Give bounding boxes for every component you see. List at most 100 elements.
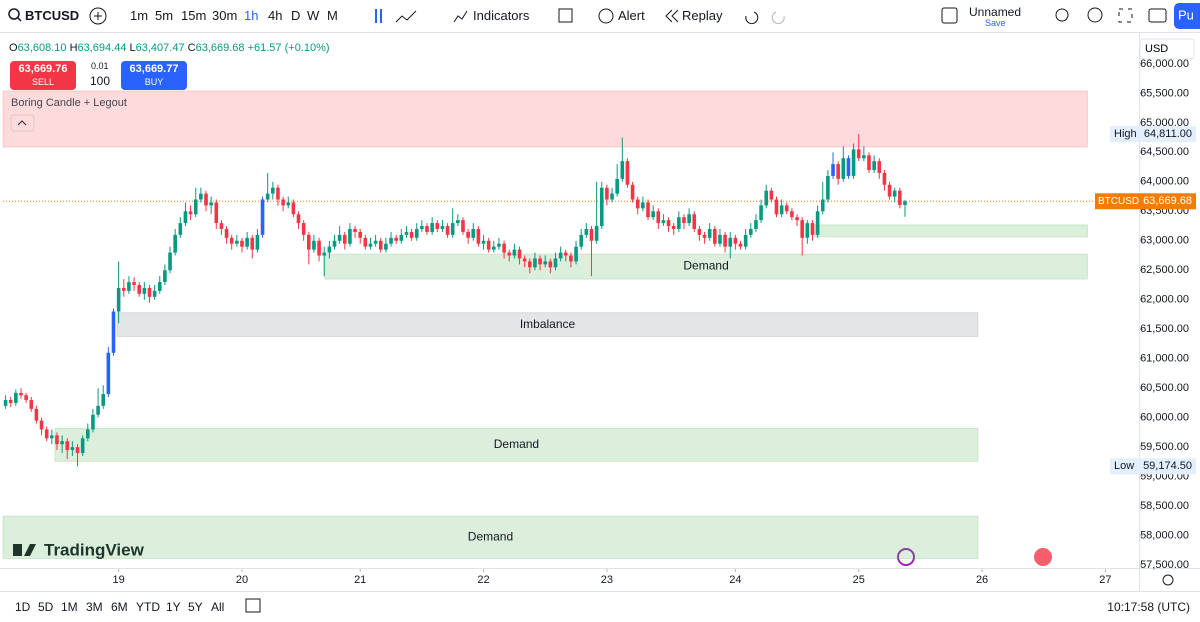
candle-body: [486, 240, 491, 250]
candle-body: [867, 155, 871, 171]
candle-body: [296, 214, 301, 224]
range-button[interactable]: 1Y: [166, 600, 181, 614]
candle-body: [327, 246, 332, 253]
candle-body: [24, 395, 28, 400]
candle-body: [435, 223, 440, 229]
indicators-button[interactable]: Indicators: [473, 8, 530, 23]
interval-button[interactable]: 1h: [244, 8, 259, 23]
settings-icon[interactable]: [1162, 574, 1174, 586]
y-tick-label: 62,500.00: [1140, 264, 1189, 276]
interval-button[interactable]: 15m: [181, 8, 207, 23]
range-button[interactable]: 3M: [86, 600, 103, 614]
interval-button[interactable]: 30m: [212, 8, 238, 23]
symbol[interactable]: BTCUSD: [25, 8, 80, 23]
undo-icon[interactable]: [745, 11, 759, 25]
interval-button[interactable]: W: [307, 8, 320, 23]
interval-button[interactable]: 5m: [155, 8, 174, 23]
candle-body: [779, 205, 784, 215]
candle-body: [178, 223, 183, 235]
layout-icon[interactable]: [558, 8, 573, 23]
candle-body: [692, 214, 697, 229]
sell-label: SELL: [31, 77, 55, 87]
y-tick-label: 66,000.00: [1140, 58, 1189, 70]
interval-button[interactable]: D: [291, 8, 301, 23]
high: 63,694.44: [77, 42, 127, 54]
candle-body: [461, 220, 465, 232]
candle-body: [558, 252, 563, 259]
range-button[interactable]: All: [211, 600, 225, 614]
candle-body: [872, 161, 876, 171]
search-icon[interactable]: [8, 8, 22, 22]
sell-button[interactable]: 63,669.76 SELL: [10, 61, 76, 90]
line-type-icon[interactable]: [395, 10, 417, 23]
indicators-icon[interactable]: [453, 10, 468, 23]
candle-body: [240, 240, 244, 247]
candle-body: [291, 202, 296, 215]
replay-icon[interactable]: [665, 9, 679, 23]
candle-body: [276, 187, 280, 200]
range-button[interactable]: YTD: [136, 600, 160, 614]
snapshot-icon[interactable]: [1148, 8, 1167, 23]
candle-body: [538, 258, 542, 265]
interval-button[interactable]: M: [327, 8, 338, 23]
y-tick-label: 65,000.00: [1140, 117, 1189, 129]
publish-button[interactable]: [1174, 3, 1200, 29]
quantity[interactable]: 100: [90, 74, 111, 88]
candle-body: [862, 155, 866, 159]
candle-body: [306, 234, 311, 250]
alert-icon[interactable]: [598, 8, 614, 24]
save-checkbox[interactable]: [941, 7, 958, 24]
candle-body: [358, 231, 362, 238]
candle-body: [337, 234, 342, 241]
candle-body: [142, 287, 147, 294]
ohlc-legend: O63,608.10 H63,694.44 L63,407.47 C63,669…: [9, 42, 330, 54]
indicator-name[interactable]: Boring Candle + Legout: [11, 97, 127, 109]
event-icon[interactable]: [897, 548, 915, 566]
range-button[interactable]: 5Y: [188, 600, 203, 614]
y-tick-label: 64,000.00: [1140, 176, 1189, 188]
y-tick-label: 61,000.00: [1140, 353, 1189, 365]
flag-icon[interactable]: [1034, 548, 1052, 566]
candle-body: [548, 261, 553, 268]
settings-top-icon[interactable]: [1087, 7, 1103, 23]
goto-date-icon[interactable]: [245, 598, 261, 613]
candle-body: [759, 205, 763, 221]
y-tick-label: 60,000.00: [1140, 412, 1189, 424]
candle-body: [831, 164, 835, 176]
y-tick-label: 63,000.00: [1140, 235, 1189, 247]
layout-name[interactable]: Unnamed: [969, 5, 1022, 19]
candle-body: [384, 243, 388, 250]
candle-body: [404, 231, 409, 235]
x-tick-label: 20: [236, 574, 248, 586]
object-tree-icon[interactable]: [1055, 8, 1069, 22]
candle-body: [707, 228, 712, 238]
spread: 0.01: [91, 61, 109, 71]
candle-body: [214, 202, 219, 224]
fullscreen-icon[interactable]: [1118, 8, 1133, 23]
candle-body: [810, 223, 815, 235]
candle-type-icon[interactable]: [375, 9, 382, 23]
range-button[interactable]: 6M: [111, 600, 128, 614]
buy-label: BUY: [144, 77, 164, 87]
candle-body: [219, 223, 224, 229]
x-tick-label: 27: [1099, 574, 1111, 586]
currency-box[interactable]: [1139, 38, 1195, 60]
replay-button[interactable]: Replay: [682, 8, 723, 23]
range-button[interactable]: 1M: [61, 600, 78, 614]
range-button[interactable]: 1D: [15, 600, 31, 614]
range-button[interactable]: 5D: [38, 600, 54, 614]
interval-button[interactable]: 1m: [130, 8, 149, 23]
candle-body: [476, 228, 481, 244]
collapse-button[interactable]: [10, 114, 35, 132]
alert-button[interactable]: Alert: [618, 8, 645, 23]
candle-body: [317, 240, 321, 256]
candle-body: [425, 226, 429, 232]
interval-button[interactable]: 4h: [268, 8, 283, 23]
y-tick-label: 58,500.00: [1140, 500, 1189, 512]
candle-body: [635, 199, 640, 209]
candle-body: [44, 429, 49, 439]
buy-button[interactable]: 63,669.77 BUY: [121, 61, 187, 90]
add-symbol[interactable]: [89, 7, 107, 25]
candle-body: [769, 190, 774, 200]
candle-body: [132, 282, 136, 285]
